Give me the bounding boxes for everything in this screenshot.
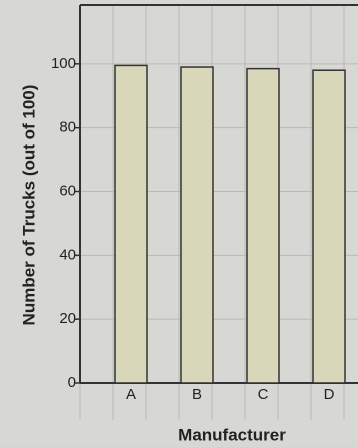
x-tick-label: B — [192, 386, 202, 403]
y-tick-label: 0 — [68, 374, 76, 391]
page: Manufacturer Number of Trucks (out of 10… — [0, 0, 358, 447]
chart: Manufacturer Number of Trucks (out of 10… — [0, 0, 358, 447]
y-tick-label: 100 — [51, 55, 76, 72]
bar — [247, 69, 279, 383]
bar — [181, 67, 213, 383]
y-tick-label: 60 — [59, 182, 76, 199]
y-axis-title: Number of Trucks (out of 100) — [19, 85, 38, 326]
y-tick-label: 40 — [59, 246, 76, 263]
x-tick-label: D — [324, 386, 335, 403]
x-tick-label: C — [258, 386, 269, 403]
bar — [313, 70, 345, 383]
y-tick-label: 20 — [59, 310, 76, 327]
x-tick-label: A — [126, 386, 136, 403]
bar — [115, 65, 147, 383]
x-axis-title: Manufacturer — [178, 425, 286, 444]
y-tick-label: 80 — [59, 119, 76, 136]
